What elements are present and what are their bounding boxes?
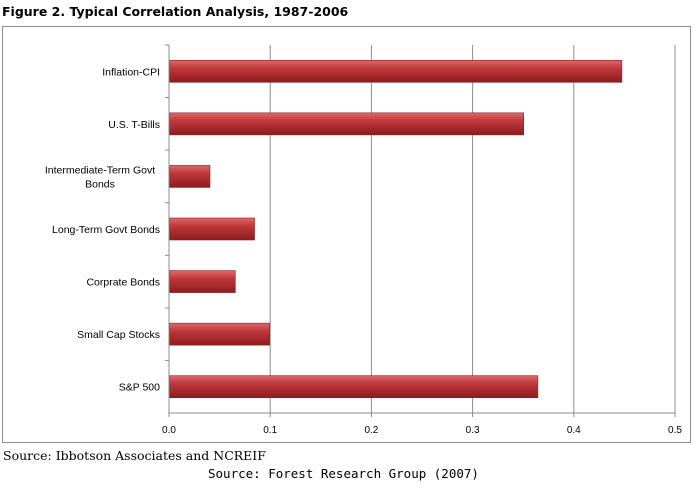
source-note-primary: Source: Ibbotson Associates and NCREIF bbox=[3, 448, 266, 463]
category-label: Corprate Bonds bbox=[86, 277, 160, 289]
x-tick-label: 0.4 bbox=[567, 425, 581, 436]
x-tick-label: 0.3 bbox=[466, 425, 480, 436]
category-label: Long-Term Govt Bonds bbox=[52, 224, 160, 236]
bar-s-p-500 bbox=[169, 375, 539, 399]
figure-title: Figure 2. Typical Correlation Analysis, … bbox=[2, 4, 349, 19]
x-tick-label: 0.2 bbox=[364, 425, 378, 436]
x-tick-label: 0.1 bbox=[263, 425, 277, 436]
source-note-secondary: Source: Forest Research Group (2007) bbox=[208, 466, 479, 481]
bar-intermediate-term-govt-bonds bbox=[169, 165, 211, 188]
chart-frame: 0.0 0.1 0.2 0.3 0.4 0.5 Inflation-CPI U.S. T-Bi… bbox=[2, 26, 691, 443]
bar-inflation-cpi bbox=[169, 59, 623, 83]
category-label: S&P 500 bbox=[119, 382, 160, 394]
bar-long-term-govt-bonds bbox=[169, 217, 255, 241]
bar-chart: 0.0 0.1 0.2 0.3 0.4 0.5 Inflation-CPI U.S. T-Bi… bbox=[45, 44, 682, 436]
bar-u-s-t-bills bbox=[169, 112, 525, 136]
category-label: Small Cap Stocks bbox=[77, 329, 160, 341]
bar-small-cap-stocks bbox=[169, 322, 270, 346]
category-label: Bonds bbox=[85, 178, 115, 190]
category-label: Intermediate-Term Govt bbox=[45, 164, 155, 176]
category-label: U.S. T-Bills bbox=[108, 119, 160, 131]
x-tick-label: 0.5 bbox=[668, 425, 682, 436]
category-label: Inflation-CPI bbox=[102, 66, 160, 78]
bar-corprate-bonds bbox=[169, 270, 236, 293]
x-tick-label: 0.0 bbox=[162, 425, 176, 436]
